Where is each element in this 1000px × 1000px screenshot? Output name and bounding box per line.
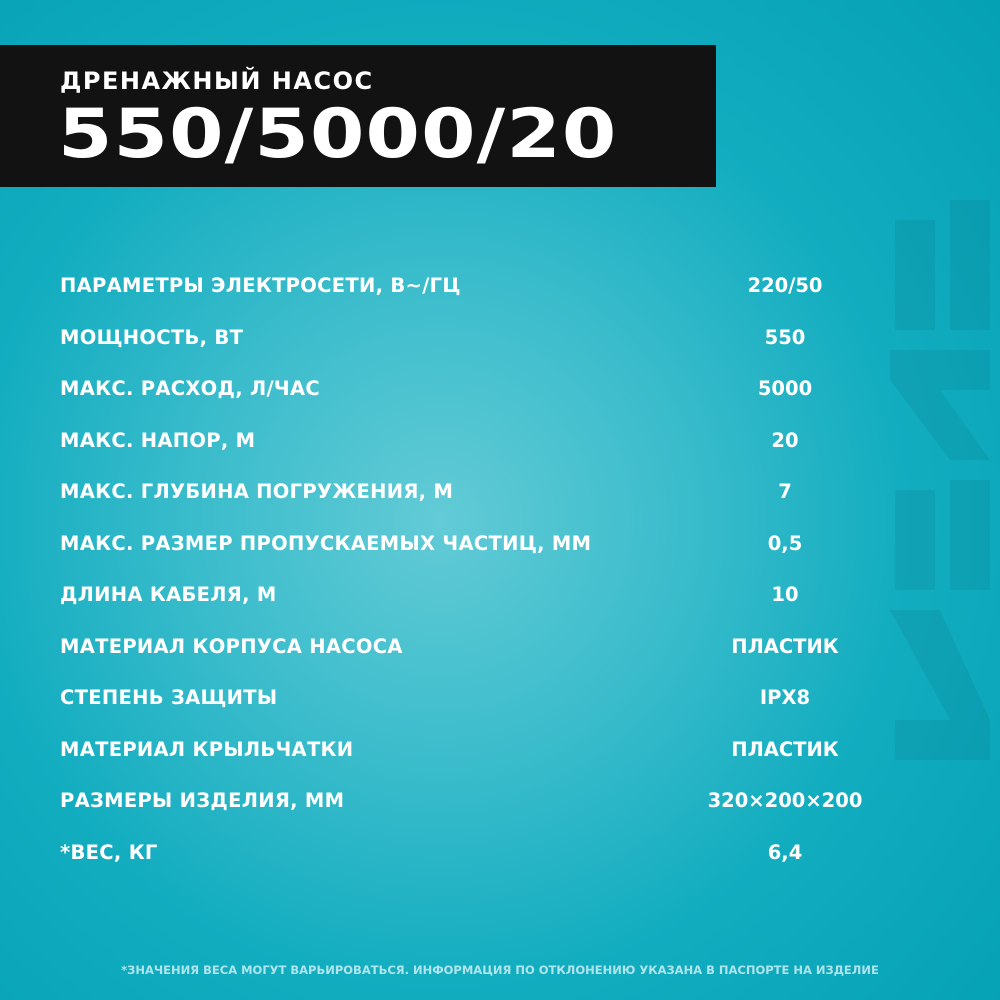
spec-value: 20: [771, 428, 799, 452]
spec-label: МАКС. РАСХОД, Л/ЧАС: [60, 377, 320, 400]
spec-value: ПЛАСТИК: [731, 737, 839, 761]
spec-row: МАТЕРИАЛ КРЫЛЬЧАТКИ ПЛАСТИК: [0, 734, 1000, 786]
spec-row: ДЛИНА КАБЕЛЯ, М 10: [0, 579, 1000, 631]
brand-watermark: [890, 200, 990, 760]
spec-row: МАКС. РАСХОД, Л/ЧАС 5000: [0, 373, 1000, 425]
spec-value: 7: [778, 480, 792, 503]
product-model: 550/5000/20: [58, 95, 618, 174]
spec-value: 220/50: [747, 274, 823, 297]
spec-row: РАЗМЕРЫ ИЗДЕЛИЯ, ММ 320×200×200: [0, 785, 1000, 837]
footnote: *ЗНАЧЕНИЯ ВЕСА МОГУТ ВАРЬИРОВАТЬСЯ. ИНФО…: [121, 963, 879, 977]
spec-label: МАКС. ГЛУБИНА ПОГРУЖЕНИЯ, М: [60, 480, 454, 503]
spec-label: МАКС. НАПОР, М: [60, 428, 256, 452]
spec-value: ПЛАСТИК: [731, 634, 839, 658]
spec-label: МАКС. РАЗМЕР ПРОПУСКАЕМЫХ ЧАСТИЦ, ММ: [60, 531, 592, 555]
spec-row: МАКС. ГЛУБИНА ПОГРУЖЕНИЯ, М 7: [0, 476, 1000, 528]
spec-value: 5000: [757, 377, 813, 400]
spec-label: ДЛИНА КАБЕЛЯ, М: [60, 583, 277, 606]
spec-row: МАТЕРИАЛ КОРПУСА НАСОСА ПЛАСТИК: [0, 631, 1000, 683]
spec-label: МАТЕРИАЛ КОРПУСА НАСОСА: [60, 634, 403, 658]
spec-label: ПАРАМЕТРЫ ЭЛЕКТРОСЕТИ, В~/ГЦ: [60, 274, 461, 297]
spec-value: IPX8: [759, 686, 811, 709]
spec-row: МАКС. НАПОР, М 20: [0, 425, 1000, 477]
spec-label: РАЗМЕРЫ ИЗДЕЛИЯ, ММ: [60, 789, 345, 812]
spec-label: МАТЕРИАЛ КРЫЛЬЧАТКИ: [60, 737, 354, 761]
spec-value: 6,4: [767, 840, 803, 864]
title-banner: ДРЕНАЖНЫЙ НАСОС 550/5000/20: [0, 45, 716, 187]
spec-table: ПАРАМЕТРЫ ЭЛЕКТРОСЕТИ, В~/ГЦ 220/50 МОЩНО…: [0, 270, 1000, 888]
spec-row: ПАРАМЕТРЫ ЭЛЕКТРОСЕТИ, В~/ГЦ 220/50: [0, 270, 1000, 322]
spec-value: 320×200×200: [707, 789, 863, 812]
spec-value: 10: [771, 583, 799, 606]
spec-value: 0,5: [767, 531, 803, 555]
product-type: ДРЕНАЖНЫЙ НАСОС: [60, 67, 374, 95]
spec-label: СТЕПЕНЬ ЗАЩИТЫ: [60, 686, 278, 709]
spec-row: СТЕПЕНЬ ЗАЩИТЫ IPX8: [0, 682, 1000, 734]
spec-row: *ВЕС, КГ 6,4: [0, 837, 1000, 889]
spec-label: МОЩНОСТЬ, ВТ: [60, 325, 244, 349]
spec-value: 550: [764, 325, 806, 349]
spec-label: *ВЕС, КГ: [60, 840, 158, 864]
spec-row: МАКС. РАЗМЕР ПРОПУСКАЕМЫХ ЧАСТИЦ, ММ 0,5: [0, 528, 1000, 580]
spec-row: МОЩНОСТЬ, ВТ 550: [0, 322, 1000, 374]
